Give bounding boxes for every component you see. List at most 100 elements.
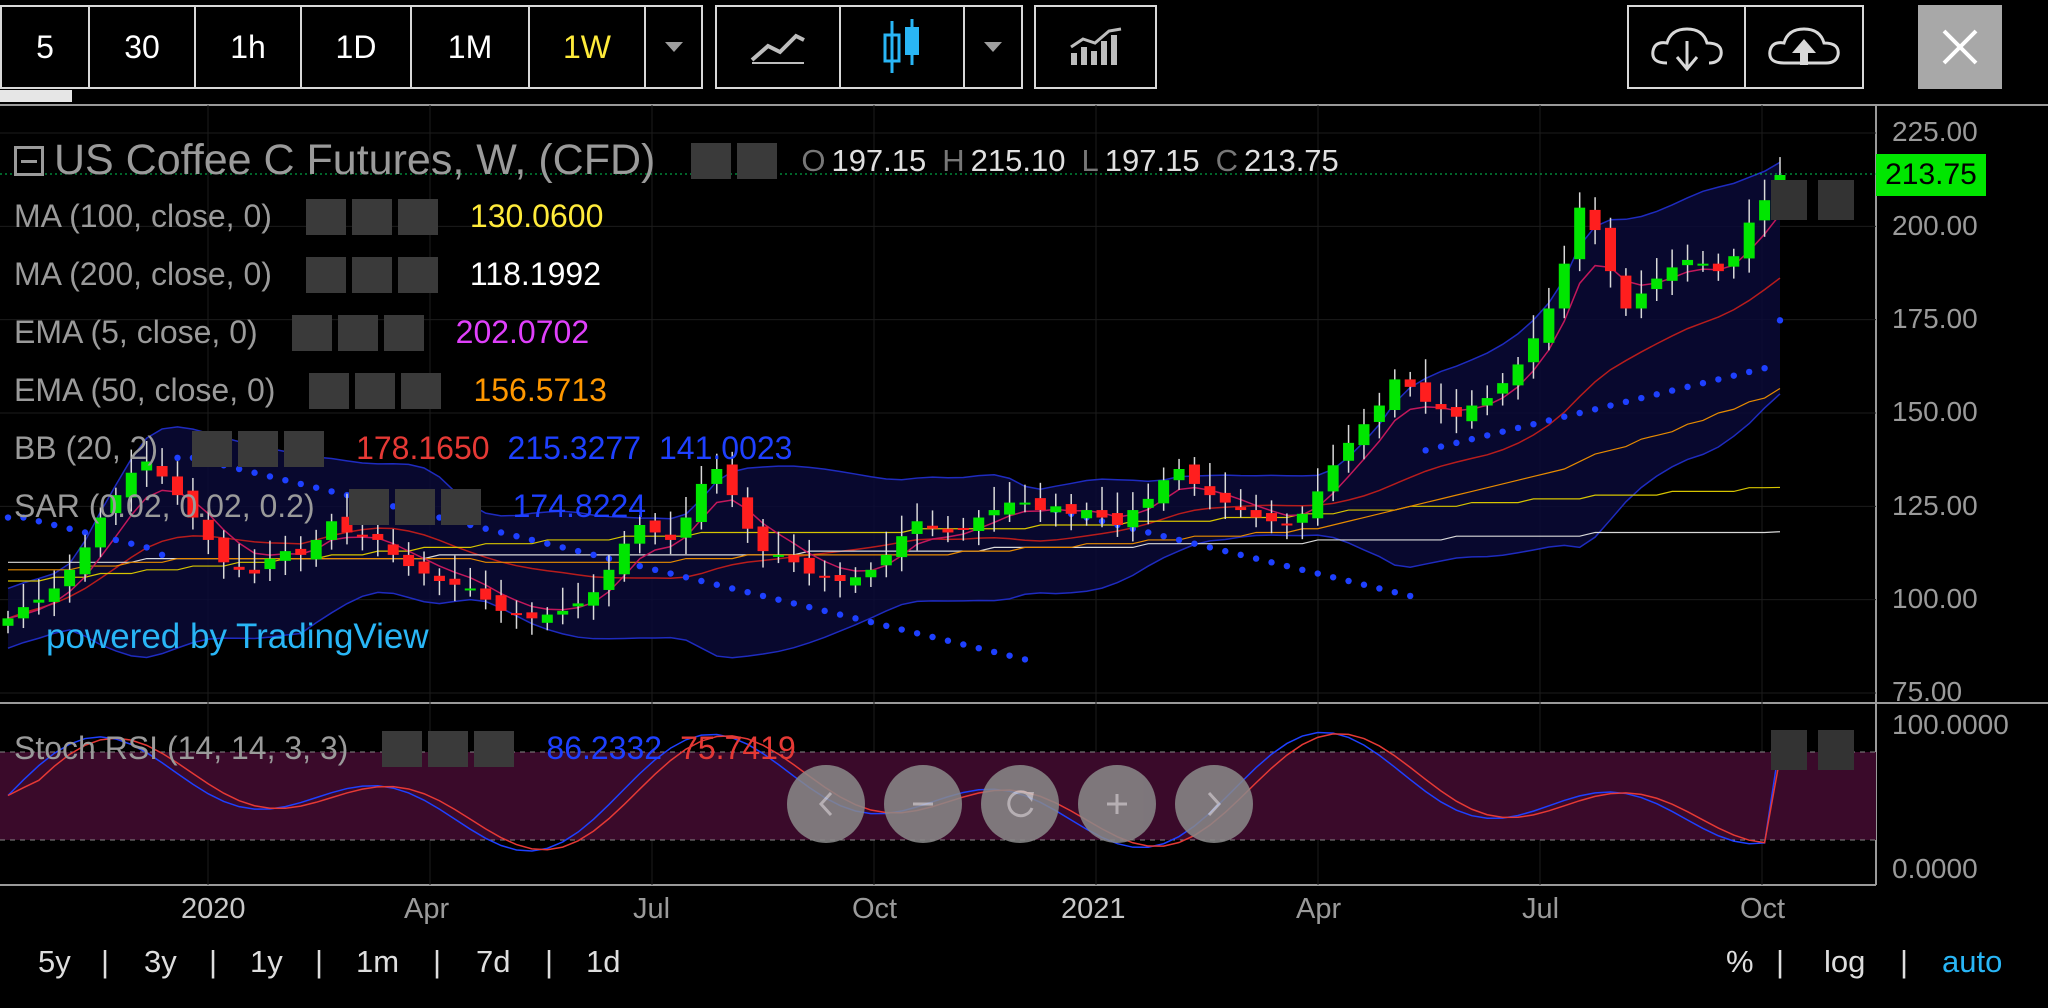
interval-1w[interactable]: 1W [530,7,646,87]
range-1y-button[interactable]: 1y [250,944,283,979]
candle-body [988,510,1000,516]
bb-middle-value: 178.1650 [356,430,490,466]
interval-dropdown-button[interactable] [646,7,701,87]
chevron-right-icon [1207,791,1222,817]
time-axis-label: 2020 [181,893,246,925]
zoom-in-button[interactable] [1078,765,1156,843]
auto-scale-button[interactable]: auto [1942,944,2003,979]
close-icon[interactable] [284,430,325,467]
chevron-down-icon [664,42,683,52]
candle-body [1558,263,1570,309]
sar-point [1206,544,1214,551]
close-value: 213.75 [1243,142,1339,178]
percent-scale-button[interactable]: % [1726,944,1754,979]
range-7d-button[interactable]: 7d [476,944,511,979]
close-icon[interactable] [383,314,424,351]
sar-point [574,547,582,555]
sar-point [944,637,952,644]
candle-body [1697,263,1709,266]
bb-lower-line [7,393,1781,659]
collapse-legend-icon[interactable] [14,145,44,176]
gear-icon[interactable] [238,430,279,467]
candle-body [834,575,846,581]
zoom-out-button[interactable] [884,765,962,843]
eye-icon[interactable] [309,372,350,409]
save-chart-button[interactable] [1746,7,1862,87]
sar-point [1668,387,1676,394]
scroll-left-button[interactable] [787,765,865,843]
interval-1d[interactable]: 1D [302,7,412,87]
sar-point [1761,365,1768,372]
interval-1h[interactable]: 1h [196,7,302,87]
eye-icon[interactable] [305,198,346,235]
indicator-name: MA (100, close, 0) [14,198,272,234]
gear-icon[interactable] [394,488,435,525]
symbol-title: US Coffee C Futures, W, (CFD) [54,136,656,184]
range-1d-button[interactable]: 1d [586,944,621,979]
candle-body [1759,200,1771,221]
range-5y-button[interactable]: 5y [38,944,71,979]
indicators-button[interactable] [1036,7,1155,87]
sar-point [1468,435,1476,443]
line-chart-button[interactable] [717,7,841,87]
eye-icon[interactable] [691,142,732,179]
move-pane-up-icon[interactable] [1771,180,1807,220]
gear-icon[interactable] [355,372,396,409]
interval-5[interactable]: 5 [2,7,90,87]
toolbar-collapse-tab[interactable] [0,90,72,102]
candlestick-chart-button[interactable] [841,7,965,87]
move-pane-up-icon[interactable] [1771,730,1807,770]
price-axis-label: 175.00 [1892,303,1978,334]
gear-icon[interactable] [428,730,469,767]
interval-30[interactable]: 30 [90,7,196,87]
close-button[interactable] [1918,5,2002,89]
close-icon[interactable] [401,372,442,409]
close-icon[interactable] [397,256,438,293]
range-3y-button[interactable]: 3y [144,944,177,979]
gear-icon[interactable] [351,256,392,293]
eye-icon[interactable] [348,488,389,525]
candle-body [526,612,538,619]
tradingview-watermark[interactable]: powered by TradingView [46,617,429,656]
range-1m-button[interactable]: 1m [356,944,400,979]
chart-type-selector [715,5,1023,89]
chart-type-dropdown-button[interactable] [965,7,1021,87]
sar-point [1776,317,1784,324]
low-label: L [1081,142,1099,178]
sar-point [528,536,536,544]
sar-point [1222,547,1229,555]
sar-point [1191,540,1198,547]
log-scale-button[interactable]: log [1824,944,1866,979]
scroll-right-button[interactable] [1175,765,1253,843]
sar-point [913,630,921,637]
gear-icon[interactable] [351,198,392,235]
sar-point [1314,570,1321,577]
load-chart-button[interactable] [1629,7,1746,87]
sar-point [1730,372,1737,379]
candle-body [233,566,245,570]
interval-1m[interactable]: 1M [412,7,530,87]
maximize-pane-icon[interactable] [1818,730,1854,770]
eye-icon[interactable] [382,730,423,767]
sar-point [1715,376,1722,383]
sar-point [297,480,304,488]
gear-icon[interactable] [737,142,778,179]
close-icon[interactable] [474,730,515,767]
eye-icon[interactable] [291,314,332,351]
candle-body [757,526,769,552]
reset-chart-button[interactable] [981,765,1059,843]
candle-body [1158,480,1170,504]
candle-body [788,554,800,563]
sar-point [544,540,551,547]
close-icon[interactable] [440,488,481,525]
sar-point [1638,394,1645,402]
sar-point [1622,398,1630,405]
eye-icon[interactable] [192,430,233,467]
candle-body [911,521,923,534]
high-label: H [942,142,965,178]
gear-icon[interactable] [337,314,378,351]
eye-icon[interactable] [305,256,346,293]
maximize-pane-icon[interactable] [1818,180,1854,220]
sar-point [51,521,58,529]
close-icon[interactable] [397,198,438,235]
